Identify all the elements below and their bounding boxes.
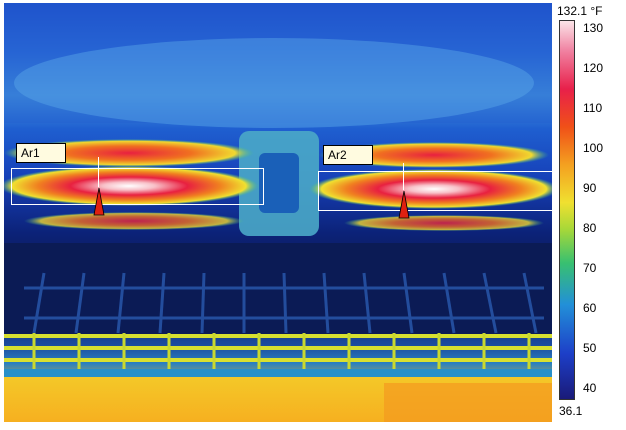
scale-tick: 60	[583, 301, 597, 315]
thermal-scene	[4, 3, 552, 422]
scale-tick: 130	[583, 21, 604, 35]
roi-area-2-max-marker	[398, 191, 410, 219]
scale-tick: 90	[583, 181, 597, 195]
scale-tick: 80	[583, 221, 597, 235]
roi-area-1-box[interactable]	[11, 168, 264, 205]
scale-min-label: 36.1	[559, 404, 583, 418]
temperature-color-scale	[559, 20, 575, 400]
roi-area-1-leader	[98, 157, 99, 187]
scale-max-label: 132.1 °F	[557, 4, 603, 18]
scale-tick: 70	[583, 261, 597, 275]
scale-tick: 40	[583, 381, 597, 395]
scale-tick: 120	[583, 61, 604, 75]
roi-area-2-box[interactable]	[318, 171, 552, 211]
roi-area-1-label: Ar1	[16, 143, 66, 163]
roi-area-2-leader	[403, 163, 404, 190]
scale-tick: 100	[583, 141, 604, 155]
scale-tick: 50	[583, 341, 597, 355]
roi-area-1-max-marker	[93, 188, 105, 216]
roi-area-2-label: Ar2	[323, 145, 373, 165]
thermal-image: Ar1 Ar2	[4, 3, 552, 422]
scale-tick: 110	[583, 101, 603, 115]
